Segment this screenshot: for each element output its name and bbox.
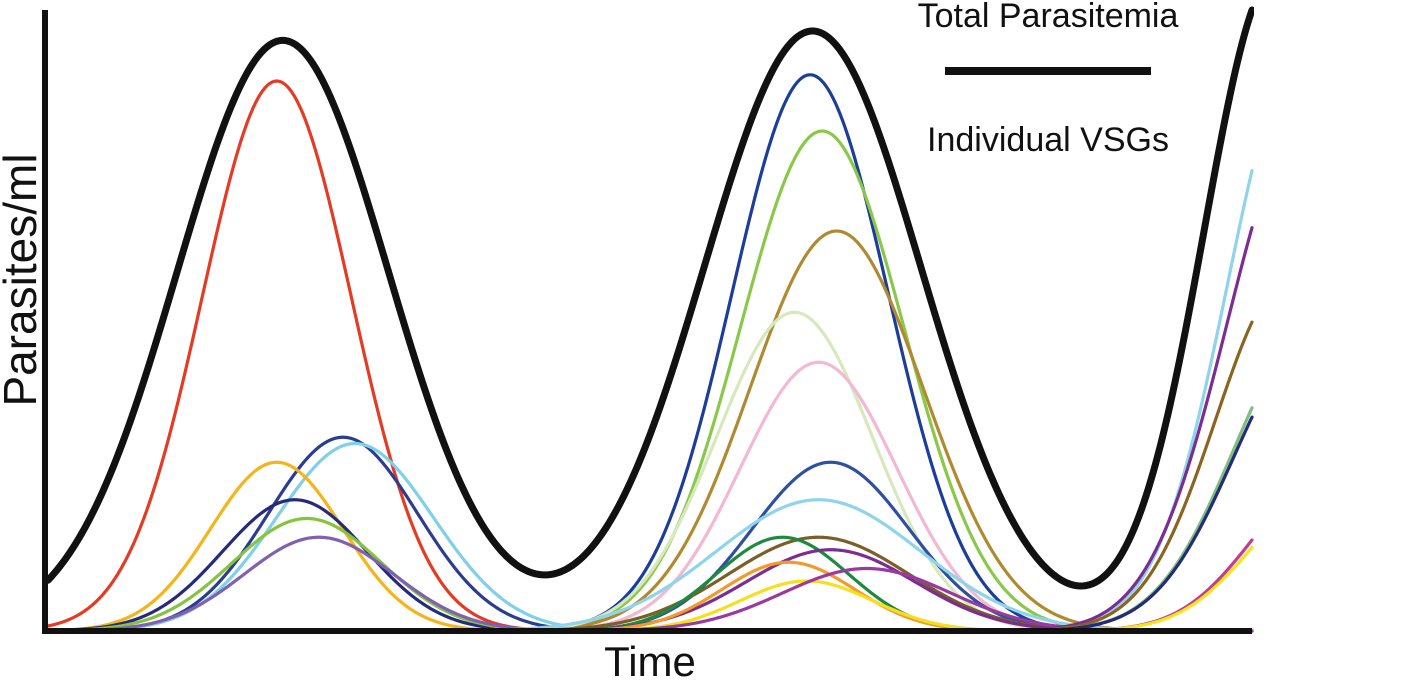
series-total-parasitemia	[44, 6, 1254, 590]
x-axis-label: Time	[604, 638, 696, 684]
legend-label-total: Total Parasitemia	[918, 0, 1179, 35]
legend: Total Parasitemia Individual VSGs	[918, 0, 1179, 200]
y-axis-label: Parasites/ml	[0, 153, 46, 406]
series-vsg-9	[46, 129, 1254, 633]
series-vsg-2	[46, 435, 1254, 633]
series-vsg-1	[46, 79, 1254, 633]
legend-label-vsgs: Individual VSGs	[927, 121, 1169, 159]
series-layer	[44, 6, 1254, 633]
